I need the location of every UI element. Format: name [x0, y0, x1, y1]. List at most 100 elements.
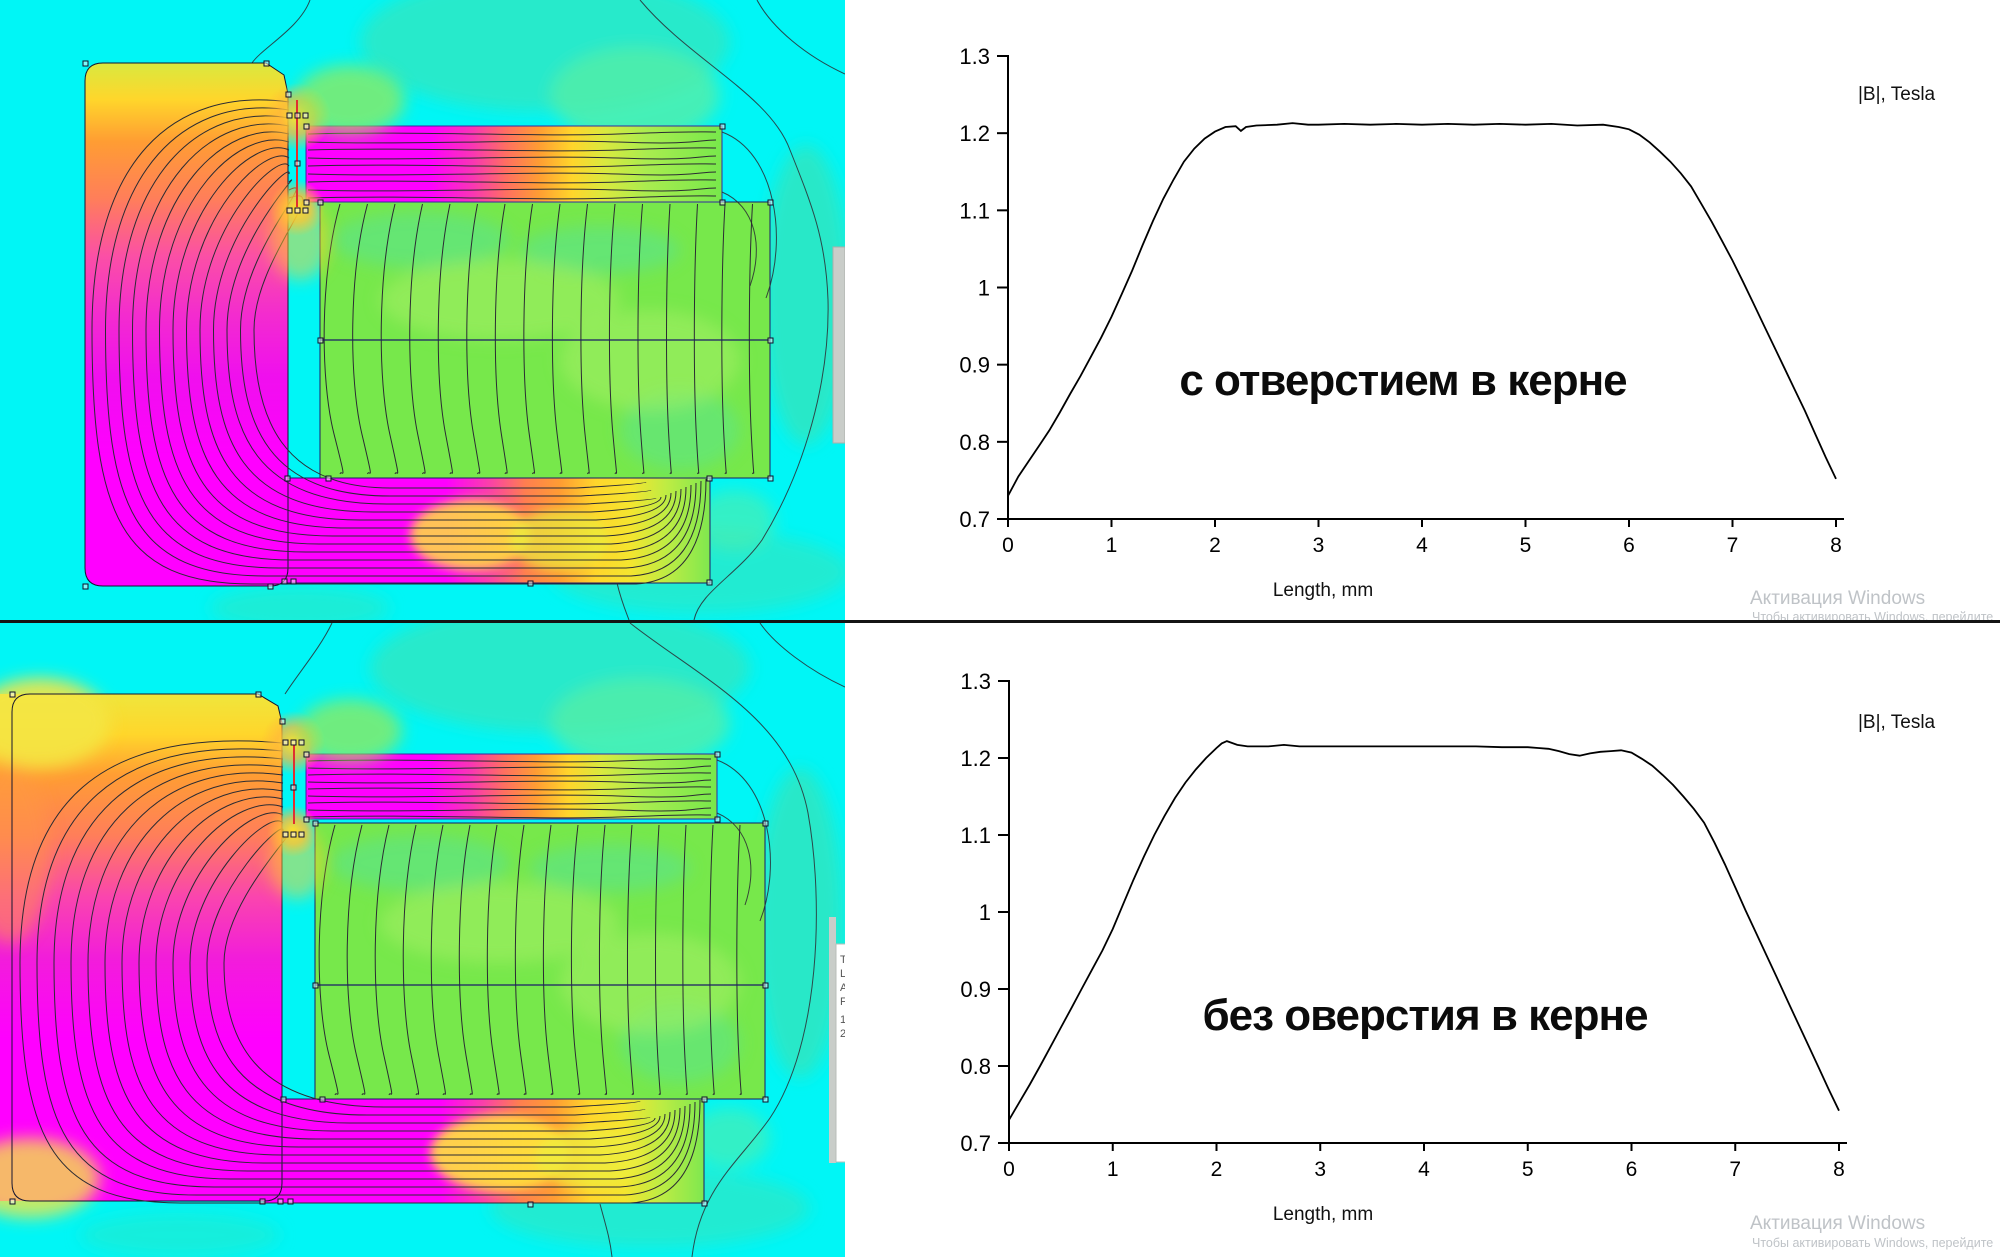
x-axis-label: Length, mm — [1272, 580, 1374, 601]
x-tick-label: 6 — [1626, 1158, 1638, 1181]
y-tick-label: 1 — [979, 900, 991, 925]
x-tick-label: 2 — [1209, 534, 1221, 557]
node-handle — [82, 60, 89, 67]
node-handle — [767, 337, 774, 344]
tooltip-char: L — [840, 968, 845, 980]
node-handle — [290, 739, 297, 746]
y-tick-label: 0.8 — [959, 430, 990, 455]
tooltip-char: 1 — [840, 1014, 845, 1026]
x-tick-label: 4 — [1416, 534, 1428, 557]
x-axis-label: Length, mm — [1272, 1204, 1374, 1225]
node-handle — [303, 751, 310, 758]
b-curve — [1008, 740, 1840, 1121]
node-handle — [325, 475, 332, 482]
background-field-patches — [80, 623, 844, 1257]
tooltip-char: 2 — [840, 1028, 845, 1040]
tooltip-char: F — [840, 996, 845, 1008]
node-handle — [290, 831, 297, 838]
node-handle — [9, 1198, 16, 1205]
y-tick-label: 1.2 — [960, 746, 991, 771]
tooltip-char: A — [840, 982, 845, 994]
tooltip-char: T — [840, 954, 845, 966]
core-gap-glow — [263, 65, 405, 280]
annotation-without-hole: без оверстия в керне — [1202, 991, 1648, 1040]
y-tick-label: 1.3 — [960, 669, 991, 694]
windows-activation-watermark: Активация Windows — [1750, 1213, 1926, 1234]
x-tick-label: 8 — [1833, 1158, 1845, 1181]
core-flux-lines — [19, 740, 701, 1204]
top-bar-flux-lines — [307, 131, 717, 200]
node-handle — [312, 982, 319, 989]
y-axis-unit-label: |B|, Tesla — [1858, 84, 1936, 105]
node-handle — [255, 691, 262, 698]
node-handle — [280, 1096, 287, 1103]
node-handle — [719, 123, 726, 130]
panel-divider — [0, 620, 2000, 623]
node-handle — [303, 123, 310, 130]
axes — [1008, 680, 1847, 1144]
node-handle — [259, 1198, 266, 1205]
node-handle — [706, 579, 713, 586]
annotation-with-hole: с отверстием в керне — [1179, 356, 1627, 405]
node-handle — [298, 831, 305, 838]
x-tick-label: 3 — [1313, 534, 1325, 557]
windows-activation-watermark: Активация Windows — [1750, 588, 1926, 609]
node-handle — [317, 337, 324, 344]
node-handle — [284, 475, 291, 482]
node-handle — [282, 831, 289, 838]
scrollbar-strip[interactable] — [832, 246, 845, 444]
y-tick-label: 0.7 — [959, 507, 990, 532]
x-tick-label: 6 — [1623, 534, 1635, 557]
x-tick-label: 0 — [1003, 1158, 1015, 1181]
node-handle — [294, 207, 301, 214]
node-handle — [762, 820, 769, 827]
node-handle — [701, 1096, 708, 1103]
node-handle — [719, 199, 726, 206]
chart-panel-with-hole: 1.3 1.2 1.1 1 0.9 0.8 0.7 0 1 2 3 4 5 6 7 8 |B|, Tesla … — [845, 0, 2000, 624]
node-handle — [714, 816, 721, 823]
y-tick-label: 1 — [978, 276, 990, 301]
node-handle — [767, 475, 774, 482]
results-tooltip: T L A F 1 2 — [829, 917, 845, 1163]
y-tick-label: 0.9 — [959, 353, 990, 378]
y-tick-label: 0.9 — [960, 977, 991, 1002]
y-tick-label: 1.2 — [959, 121, 990, 146]
node-handle — [767, 199, 774, 206]
x-tick-label: 4 — [1418, 1158, 1430, 1181]
b-field-chart-with-hole: 1.3 1.2 1.1 1 0.9 0.8 0.7 0 1 2 3 4 5 6 7 8 — [959, 44, 1844, 557]
x-tick-label: 0 — [1002, 534, 1014, 557]
x-tick-label: 1 — [1107, 1158, 1119, 1181]
node-handle — [263, 60, 270, 67]
mesh-node-handles — [9, 691, 769, 1208]
coil-flux-lines — [318, 824, 742, 1096]
bottom-bar-hotspot — [430, 1115, 645, 1191]
coil-field-patches — [330, 835, 740, 1083]
node-handle — [267, 583, 274, 590]
x-tick-label: 5 — [1522, 1158, 1534, 1181]
node-handle — [302, 207, 309, 214]
top-pole-bar — [305, 753, 718, 820]
node-handle — [762, 1096, 769, 1103]
node-handle — [527, 1201, 534, 1208]
node-handle — [285, 91, 292, 98]
field-plot-with-hole — [0, 0, 845, 620]
node-handle — [303, 199, 310, 206]
field-plot-without-hole: T L A F 1 2 — [0, 623, 845, 1257]
node-handle — [303, 816, 310, 823]
y-tick-label: 0.7 — [960, 1131, 991, 1156]
y-axis-unit-label: |B|, Tesla — [1858, 712, 1936, 733]
node-handle — [298, 739, 305, 746]
y-tick-label: 1.3 — [959, 44, 990, 69]
node-handle — [279, 718, 286, 725]
node-handle — [302, 112, 309, 119]
node-handle — [287, 1198, 294, 1205]
node-handle — [706, 475, 713, 482]
node-handle — [714, 751, 721, 758]
x-tick-label: 5 — [1520, 534, 1532, 557]
node-handle — [294, 112, 301, 119]
x-tick-label: 3 — [1314, 1158, 1326, 1181]
node-handle — [277, 1198, 284, 1205]
y-tick-label: 1.1 — [960, 823, 991, 848]
node-handle — [281, 578, 288, 585]
